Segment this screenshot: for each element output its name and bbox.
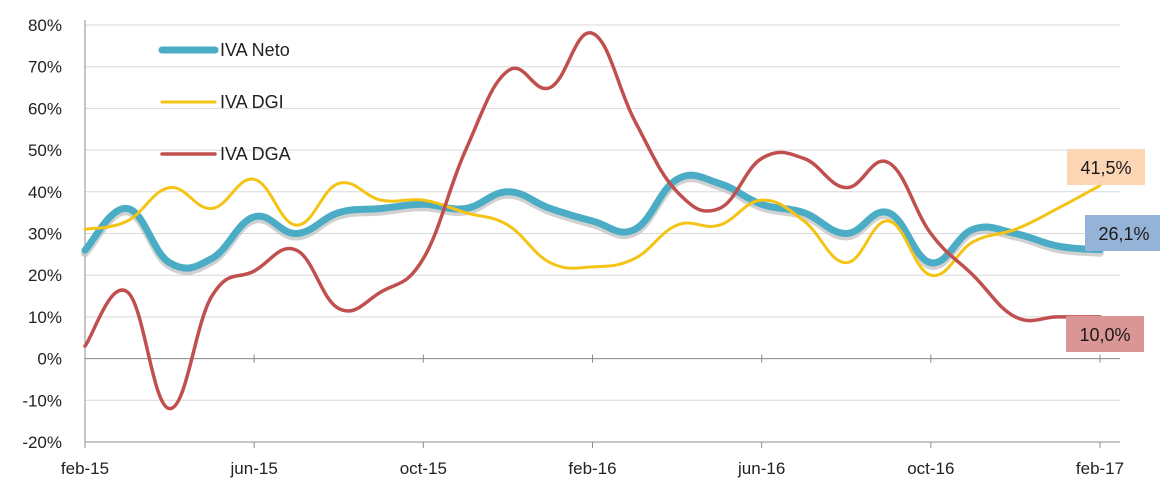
legend-label-iva-dgi: IVA DGI	[220, 92, 284, 112]
y-tick-label: 30%	[28, 225, 62, 244]
end-label-box-iva-dga	[1066, 316, 1144, 352]
x-tick-label: feb-16	[568, 459, 616, 478]
y-tick-label: 60%	[28, 99, 62, 118]
x-tick-label: oct-16	[907, 459, 954, 478]
x-tick-label: feb-17	[1076, 459, 1124, 478]
x-tick-label: oct-15	[400, 459, 447, 478]
series-line-iva-dga	[83, 31, 1102, 411]
end-label-iva-dgi: 41,5%	[1080, 158, 1131, 178]
legend-label-iva-neto: IVA Neto	[220, 40, 290, 60]
x-tick-label: jun-16	[737, 459, 785, 478]
end-labels: 26,1% 41,5% 10,0%	[1066, 149, 1160, 352]
series-line-iva-dgi	[83, 177, 1102, 277]
legend-label-iva-dga: IVA DGA	[220, 144, 291, 164]
y-tick-label: 40%	[28, 183, 62, 202]
y-axis-ticks: 80% 70% 60% 50% 40% 30% 20% 10% 0% -10% -20%	[22, 16, 62, 452]
x-tick-label: feb-15	[61, 459, 109, 478]
end-label-box-iva-dgi	[1067, 149, 1145, 185]
x-axis-ticks: feb-15 jun-15 oct-15 feb-16 jun-16 oct-16 feb-…	[61, 459, 1124, 478]
end-label-box-iva-neto	[1085, 215, 1160, 251]
y-tick-label: 10%	[28, 308, 62, 327]
axes	[84, 20, 1120, 448]
end-label-iva-neto: 26,1%	[1098, 224, 1149, 244]
series-line-iva-neto	[81, 171, 1104, 272]
series-lines	[81, 31, 1104, 411]
y-tick-label: -20%	[22, 433, 62, 452]
end-label-iva-dga: 10,0%	[1079, 325, 1130, 345]
y-tick-label: 50%	[28, 141, 62, 160]
y-tick-label: 0%	[37, 350, 62, 369]
legend: IVA Neto IVA DGI IVA DGA	[158, 40, 291, 164]
y-tick-label: 20%	[28, 266, 62, 285]
y-tick-label: 80%	[28, 16, 62, 35]
y-tick-label: -10%	[22, 391, 62, 410]
y-tick-label: 70%	[28, 58, 62, 77]
x-tick-label: jun-15	[230, 459, 278, 478]
gridlines	[85, 24, 1120, 401]
